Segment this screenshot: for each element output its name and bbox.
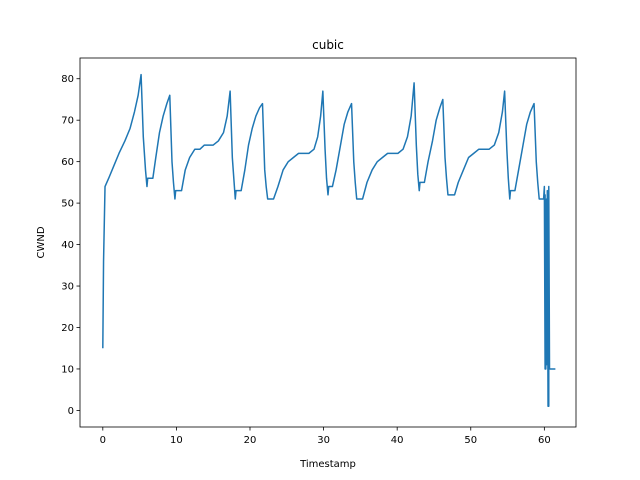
axes-frame [79,57,577,428]
x-tick-label: 30 [317,435,330,446]
chart-title: cubic [312,38,344,52]
x-tick-label: 10 [170,435,183,446]
y-tick-label: 60 [61,157,74,168]
x-tick-label: 40 [391,435,404,446]
y-tick-label: 10 [61,364,74,375]
x-tick-label: 50 [464,435,477,446]
x-tick-label: 20 [244,435,257,446]
y-tick-label: 80 [61,74,74,85]
x-tick-label: 60 [538,435,551,446]
plot-area [102,73,556,408]
x-tick-label: 0 [100,435,106,446]
x-axis-label: Timestamp [299,459,356,470]
series-line [102,73,556,408]
y-tick-label: 30 [61,282,74,293]
y-tick-label: 70 [61,116,74,127]
y-tick-label: 0 [68,406,74,417]
y-tick-label: 40 [61,240,74,251]
y-tick-label: 50 [61,199,74,210]
axis-ticks: 0 10 20 30 40 50 60 0 10 20 30 40 50 60 70 80 [61,74,550,446]
y-tick-label: 20 [61,323,74,334]
y-axis-label: CWND [36,226,47,258]
